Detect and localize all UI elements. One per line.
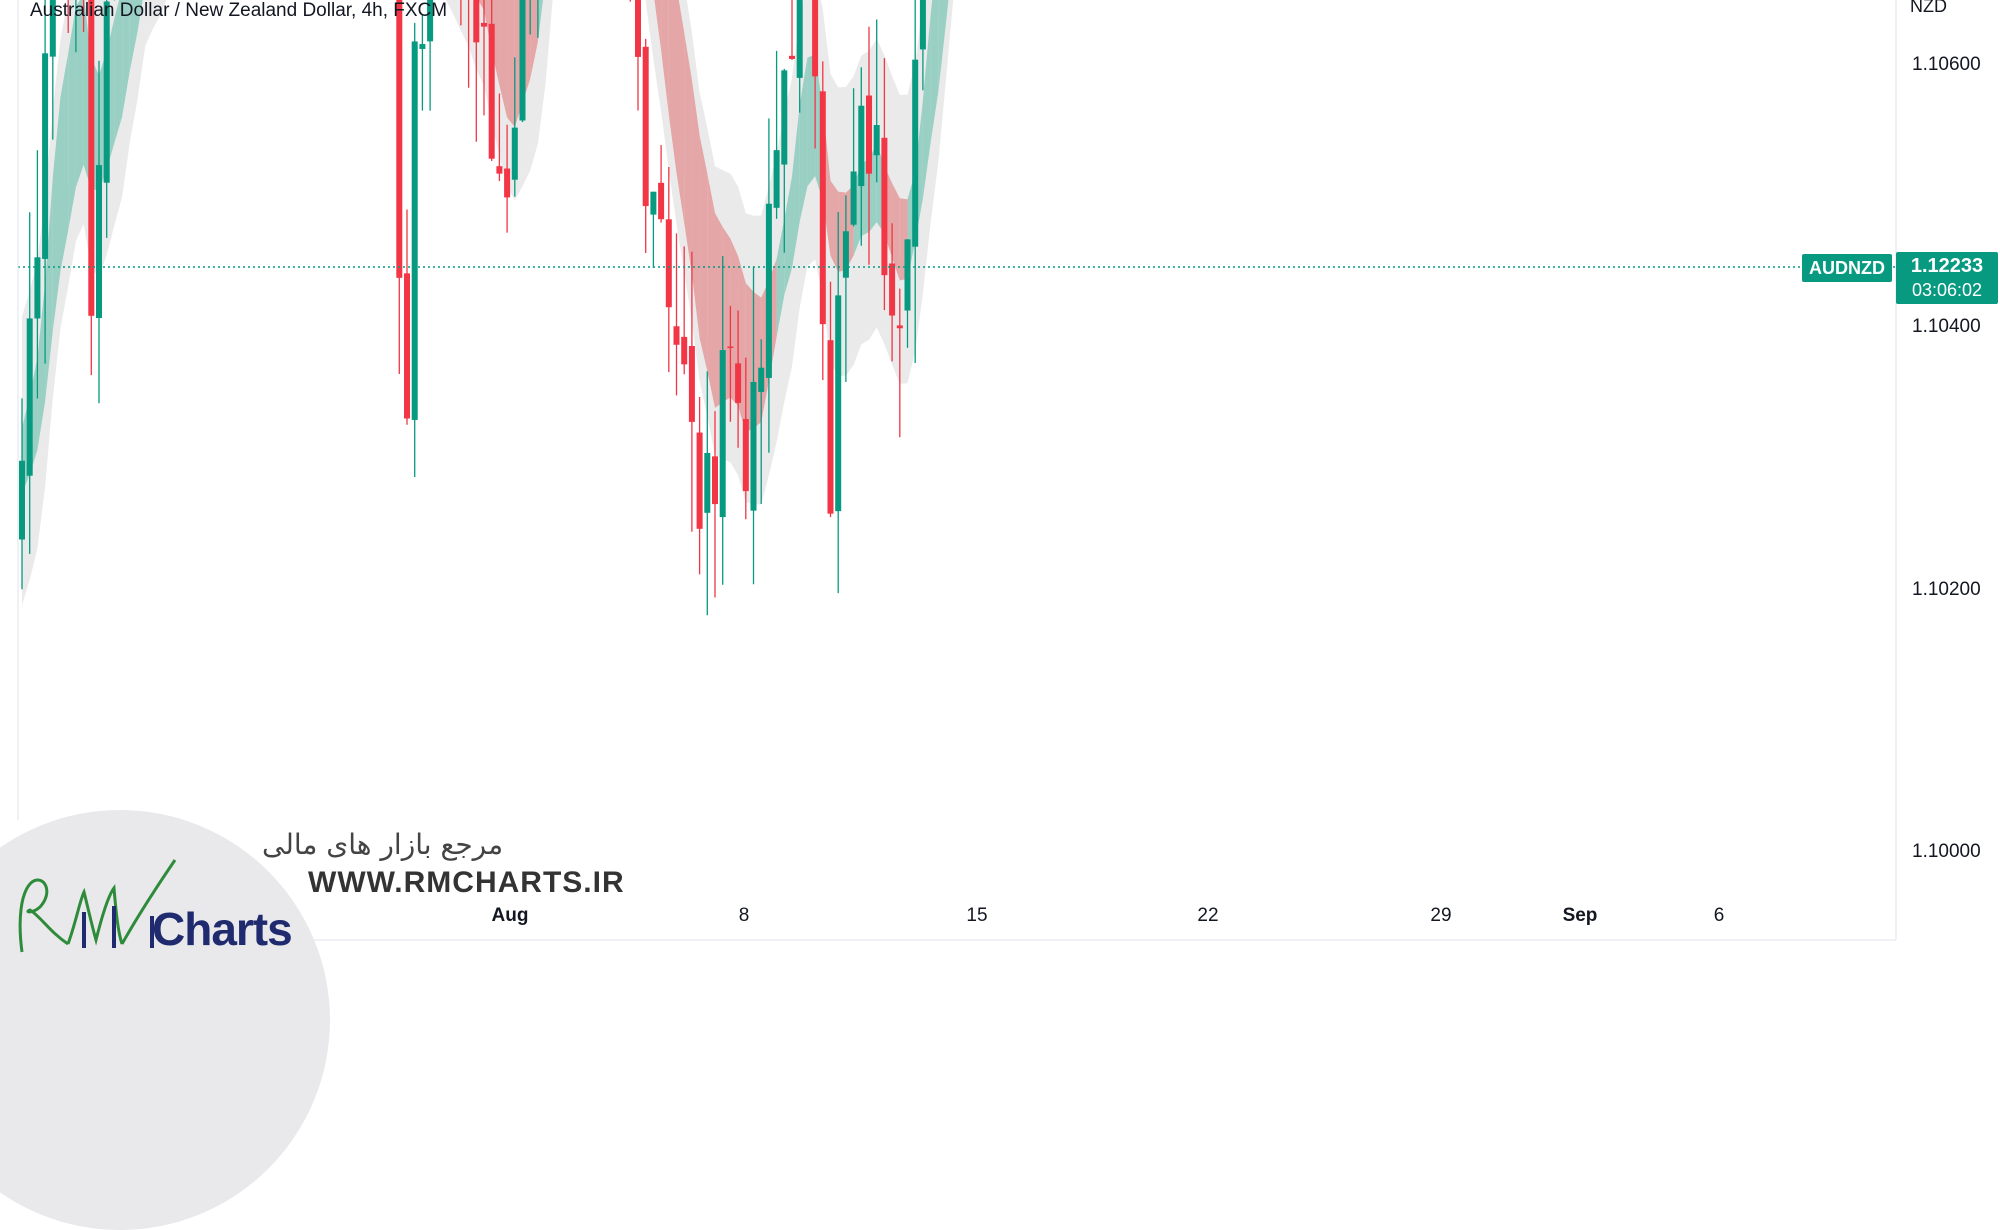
candle-body: [635, 0, 641, 57]
candle-body: [643, 47, 649, 206]
candle: [419, 15, 425, 110]
logo-text: Charts: [152, 902, 292, 956]
ma-ribbon-segment: [76, 0, 84, 187]
candle-body: [766, 204, 772, 378]
time-tick-label: 22: [1197, 905, 1218, 927]
candle-body: [743, 419, 749, 491]
candle-body: [735, 363, 741, 403]
candle-body: [419, 44, 425, 49]
candle-body: [866, 96, 872, 174]
candle-body: [835, 295, 841, 511]
candle-body: [920, 0, 926, 49]
candle-body: [851, 171, 857, 224]
candle-body: [404, 273, 410, 418]
candle-body: [797, 0, 803, 78]
price-tick-label: 1.10400: [1912, 316, 1981, 338]
candle-body: [666, 219, 672, 307]
last-price-tag: 1.12233 03:06:02: [1896, 252, 1998, 304]
candle-body: [88, 0, 94, 316]
currency-label: NZD: [1910, 0, 1947, 17]
candle: [635, 0, 641, 110]
candle-body: [650, 192, 656, 215]
candle-body: [789, 56, 795, 59]
candle-body: [496, 166, 502, 173]
candle-body: [42, 53, 48, 259]
candle-body: [912, 60, 918, 247]
candle-body: [489, 24, 495, 159]
time-tick-label: 6: [1714, 905, 1725, 927]
candle-body: [504, 169, 510, 198]
candle-body: [727, 347, 733, 349]
ma-ribbon-segment: [707, 173, 715, 407]
candle-body: [697, 433, 703, 529]
price-tick-label: 1.10200: [1912, 579, 1981, 601]
candle-body: [881, 138, 887, 275]
candle-body: [820, 91, 826, 324]
candle: [674, 233, 680, 395]
candle: [520, 0, 526, 122]
price-tick-label: 1.10000: [1912, 841, 1981, 863]
candle-body: [712, 456, 718, 504]
candle: [697, 397, 703, 574]
bar-countdown: 03:06:02: [1896, 279, 1998, 301]
candle: [88, 0, 94, 375]
candle-body: [19, 461, 25, 540]
candle-body: [658, 183, 664, 219]
last-price-value: 1.12233: [1896, 253, 1998, 279]
candle-body: [774, 150, 780, 208]
candle: [396, 0, 402, 374]
candle-body: [751, 382, 757, 511]
candle-body: [843, 231, 849, 277]
time-tick-label: Sep: [1563, 905, 1598, 927]
candle-body: [104, 2, 110, 183]
candle-body: [520, 0, 526, 120]
candle: [627, 0, 633, 2]
time-tick-label: 8: [739, 905, 750, 927]
candle: [650, 192, 656, 268]
candle: [774, 51, 780, 219]
candle-body: [858, 106, 864, 186]
candle-body: [889, 263, 895, 315]
candle-body: [720, 350, 726, 517]
ma-ribbon-segment: [738, 256, 746, 432]
candle: [489, 0, 495, 161]
candle: [789, 0, 795, 60]
candle: [643, 39, 649, 253]
time-tick-label: 29: [1430, 905, 1451, 927]
candle-body: [512, 128, 518, 180]
price-tick-label: 1.10600: [1912, 54, 1981, 76]
ma-ribbon-segment: [507, 0, 515, 127]
candle-body: [681, 337, 687, 364]
chart-area[interactable]: Australian Dollar / New Zealand Dollar, …: [0, 0, 2000, 1000]
chart-title: Australian Dollar / New Zealand Dollar, …: [30, 0, 447, 22]
candle-body: [812, 0, 818, 76]
candle-body: [27, 318, 33, 475]
time-tick-label: Aug: [492, 905, 529, 927]
candle-body: [481, 23, 487, 27]
time-tick-label: 15: [966, 905, 987, 927]
watermark-url: WWW.RMCHARTS.IR: [308, 866, 625, 900]
candle-body: [758, 368, 764, 392]
candle-body: [897, 325, 903, 328]
candle-body: [905, 239, 911, 310]
candle-body: [828, 340, 834, 513]
candle-body: [704, 453, 710, 513]
candle: [666, 167, 672, 372]
candle-body: [674, 326, 680, 344]
candle: [658, 145, 664, 223]
candle-body: [96, 165, 102, 318]
watermark-persian: مرجع بازار های مالی: [262, 828, 503, 861]
candle-body: [412, 41, 418, 420]
candle-body: [473, 0, 479, 42]
ma-ribbon-segment: [700, 135, 708, 371]
symbol-tag: AUDNZD: [1802, 254, 1892, 282]
candle: [820, 61, 826, 380]
candle-body: [781, 70, 787, 164]
candle: [404, 210, 410, 425]
candle-body: [396, 0, 402, 278]
candle: [412, 23, 418, 477]
candle-body: [689, 346, 695, 422]
candle-body: [874, 125, 880, 155]
